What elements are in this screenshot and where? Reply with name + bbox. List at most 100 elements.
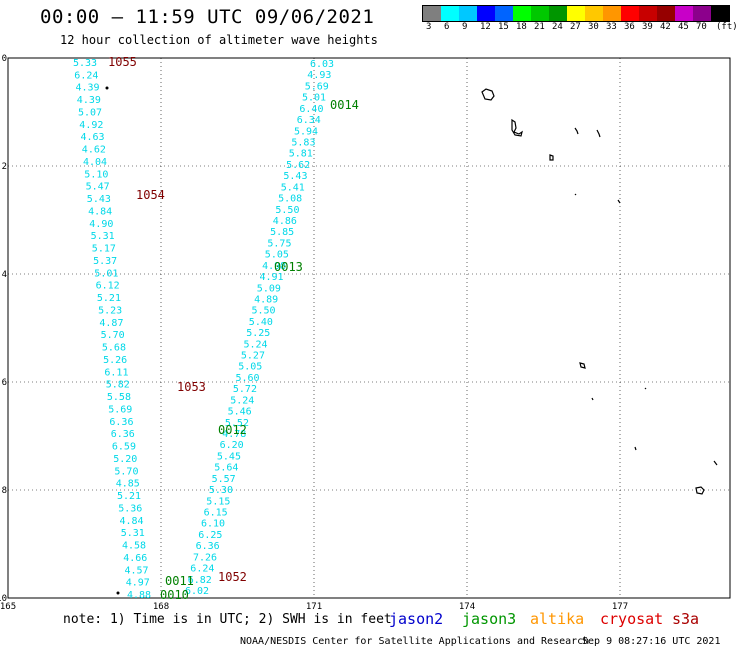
wave-height-value: 5.83 — [291, 138, 315, 149]
wave-height-value: 5.36 — [118, 503, 142, 514]
wave-height-value: 4.91 — [260, 272, 284, 283]
wave-height-value: 4.66 — [123, 553, 147, 564]
wave-height-value: 5.23 — [98, 305, 122, 316]
wave-height-value: 4.57 — [125, 565, 149, 576]
wave-height-value: 5.94 — [294, 126, 318, 137]
map-grid — [7, 57, 731, 599]
wave-height-value: 5.09 — [257, 283, 281, 294]
wave-height-value: 5.08 — [278, 194, 302, 205]
wave-height-value: 6.36 — [109, 417, 133, 428]
longitude-label: 177 — [612, 602, 628, 612]
axis-labels: 0 -2 -4 -6 -8 -10165 168 171 174 177 — [0, 54, 628, 612]
pass-time-label: 1053 — [177, 380, 206, 394]
wave-height-value: 4.87 — [99, 318, 123, 329]
pass-time-label: 1052 — [218, 570, 247, 584]
color-scale-label: 18 — [516, 22, 527, 32]
island-outline — [695, 486, 705, 495]
wave-height-value: 4.89 — [254, 295, 278, 306]
color-scale-label: 15 — [498, 22, 509, 32]
wave-height-value: 6.10 — [201, 519, 225, 530]
wave-height-value: 5.25 — [246, 328, 270, 339]
wave-height-value: 5.31 — [121, 528, 145, 539]
wave-height-value: 5.46 — [228, 407, 252, 418]
wave-height-value: 5.17 — [92, 244, 116, 255]
wave-height-value: 4.93 — [307, 70, 331, 81]
wave-height-value: 5.41 — [281, 182, 305, 193]
color-scale-label: 6 — [444, 22, 450, 32]
wave-height-value: 5.57 — [212, 474, 236, 485]
latitude-label: -8 — [0, 486, 7, 496]
island-outline — [481, 88, 495, 101]
page-subtitle: 12 hour collection of altimeter wave hei… — [60, 33, 378, 47]
color-swatch — [495, 6, 513, 21]
track-1054-1055: 5.336.24 4.394.39 5.074.924.63 4.624.045.10… — [73, 58, 151, 601]
track-0013-0014: 6.034.935.695.016.406.345.945.835.815.62… — [185, 59, 334, 597]
wave-height-value: 5.33 — [73, 58, 97, 69]
pass-time-label: 0013 — [274, 260, 303, 274]
color-swatch — [585, 6, 603, 21]
island-outline — [511, 118, 523, 137]
map-frame — [7, 57, 731, 599]
longitude-label: 165 — [0, 602, 16, 612]
wave-height-value: 5.37 — [93, 256, 117, 267]
color-scale-bar — [422, 5, 730, 22]
wave-height-value: 5.05 — [265, 250, 289, 261]
wave-height-value: 6.03 — [310, 59, 334, 70]
wave-height-value: 5.31 — [91, 231, 115, 242]
wave-height-value: 5.60 — [236, 373, 260, 384]
wave-height-value: 5.85 — [270, 227, 294, 238]
wave-height-value: 5.21 — [97, 293, 121, 304]
wave-height-value: 5.69 — [108, 404, 132, 415]
credit-text: NOAA/NESDIS Center for Satellite Applica… — [240, 636, 590, 647]
island-outline — [574, 127, 579, 135]
track-marker — [105, 86, 109, 90]
color-scale-label: 33 — [606, 22, 617, 32]
track-marker — [116, 591, 120, 595]
wave-height-value: 6.82 — [188, 575, 212, 586]
latitude-label: -6 — [0, 378, 7, 388]
wave-height-value: 4.92 — [79, 120, 103, 131]
color-swatch — [441, 6, 459, 21]
color-scale-label: 21 — [534, 22, 545, 32]
island-outline — [644, 387, 647, 390]
wave-height-value: 4.86 — [273, 216, 297, 227]
wave-height-value: 5.47 — [86, 182, 110, 193]
wave-height-value: 6.24 — [190, 564, 214, 575]
wave-height-value: 5.75 — [267, 238, 291, 249]
color-swatch — [459, 6, 477, 21]
color-swatch — [639, 6, 657, 21]
latitude-label: -4 — [0, 270, 7, 280]
longitude-label: 174 — [459, 602, 475, 612]
wave-height-value: 5.26 — [103, 355, 127, 366]
color-swatch — [549, 6, 567, 21]
wave-height-value: 6.59 — [112, 442, 136, 453]
wave-height-value: 4.62 — [82, 145, 106, 156]
island-outline — [617, 199, 621, 204]
color-swatch — [693, 6, 711, 21]
units-note: note: 1) Time is in UTC; 2) SWH is in fe… — [63, 612, 392, 627]
wave-height-value: 5.45 — [217, 451, 241, 462]
wave-height-value: 4.63 — [81, 132, 105, 143]
island-outline — [591, 397, 594, 401]
island-outline — [713, 460, 718, 466]
wave-height-value: 5.05 — [238, 362, 262, 373]
wave-height-value: 5.24 — [230, 395, 254, 406]
color-scale-label: 3 — [426, 22, 432, 32]
color-swatch — [477, 6, 495, 21]
wave-height-value: 4.85 — [116, 479, 140, 490]
color-swatch — [711, 6, 729, 21]
wave-height-value: 6.12 — [96, 281, 120, 292]
color-scale-label: 27 — [570, 22, 581, 32]
color-scale-label: 70 — [696, 22, 707, 32]
wave-height-value: 5.01 — [302, 93, 326, 104]
color-scale-label: 9 — [462, 22, 468, 32]
wave-height-value: 5.68 — [102, 343, 126, 354]
wave-height-value: 6.40 — [299, 104, 323, 115]
wave-height-value: 5.72 — [233, 384, 257, 395]
wave-height-value: 5.64 — [214, 463, 238, 474]
wave-height-value: 4.88 — [127, 590, 151, 601]
latitude-label: 0 — [2, 54, 7, 64]
color-scale-label: 42 — [660, 22, 671, 32]
color-swatch — [567, 6, 585, 21]
